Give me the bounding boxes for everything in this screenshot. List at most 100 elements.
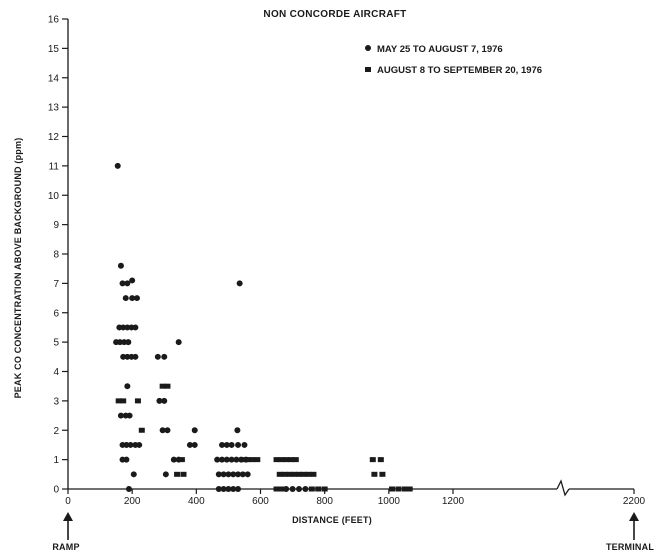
data-point-series-1 <box>130 471 137 478</box>
x-tick-label: 800 <box>316 496 333 507</box>
data-point-series-1 <box>123 456 130 463</box>
data-point-series-1 <box>161 397 168 404</box>
data-point-series-1 <box>225 486 232 492</box>
data-point-series-1 <box>283 486 290 492</box>
y-tick-label: 2 <box>53 426 59 437</box>
y-tick-label: 6 <box>53 308 59 319</box>
data-point-series-1 <box>161 353 168 360</box>
data-point-series-1 <box>164 427 171 434</box>
data-point-series-1 <box>241 441 248 448</box>
y-tick-label: 12 <box>48 132 60 143</box>
data-point-series-1 <box>289 486 296 492</box>
data-point-series-2 <box>120 398 127 404</box>
y-tick-label: 5 <box>53 338 59 349</box>
x-axis-label: DISTANCE (FEET) <box>292 515 372 525</box>
data-point-series-2 <box>283 457 290 463</box>
data-point-series-1 <box>235 486 242 492</box>
data-point-series-1 <box>117 262 124 269</box>
data-point-series-2 <box>406 486 413 492</box>
data-point-series-2 <box>174 471 181 477</box>
data-point-series-2 <box>180 471 187 477</box>
x-tick-label: 1200 <box>442 496 465 507</box>
y-tick-label: 9 <box>53 220 59 231</box>
data-point-series-1 <box>239 471 246 478</box>
data-point-series-1 <box>124 353 131 360</box>
data-point-series-1 <box>296 486 302 492</box>
data-point-series-1 <box>220 486 227 492</box>
data-point-series-1 <box>220 471 227 478</box>
axes <box>67 19 634 497</box>
data-point-series-1 <box>230 486 237 492</box>
data-point-series-1 <box>235 441 242 448</box>
legend: MAY 25 TO AUGUST 7, 1976 AUGUST 8 TO SEP… <box>365 44 542 76</box>
x-tick-label: 400 <box>188 496 205 507</box>
data-point-series-2 <box>308 486 315 492</box>
data-point-series-2 <box>395 486 402 492</box>
data-point-series-1 <box>156 397 163 404</box>
terminal-label: TERMINAL <box>606 542 654 552</box>
data-point-series-1 <box>122 295 129 302</box>
data-point-series-2 <box>292 457 299 463</box>
x-tick-label: 0 <box>65 496 71 507</box>
y-tick-label: 15 <box>48 44 60 55</box>
data-point-series-1 <box>235 471 242 478</box>
data-point-series-2 <box>296 471 302 477</box>
data-point-series-1 <box>125 339 132 346</box>
data-point-series-2 <box>291 471 298 477</box>
data-point-series-1 <box>133 295 140 302</box>
data-point-series-1 <box>117 412 124 419</box>
data-point-series-1 <box>191 427 198 434</box>
x-axis-ticks: 0 200 400 600 800 1000 1200 2200 <box>65 489 646 507</box>
ramp-label: RAMP <box>52 542 79 552</box>
data-point-series-1 <box>124 324 131 331</box>
data-point-series-1 <box>219 456 225 463</box>
data-point-series-1 <box>114 162 121 169</box>
legend-item-series-1: MAY 25 TO AUGUST 7, 1976 <box>365 44 503 55</box>
data-point-series-1 <box>244 471 251 478</box>
terminal-annotation: TERMINAL <box>606 512 654 552</box>
data-point-series-2 <box>310 471 317 477</box>
data-point-series-1 <box>123 441 130 448</box>
legend-item-series-2: AUGUST 8 TO SEPTEMBER 20, 1976 <box>365 65 542 76</box>
y-tick-label: 7 <box>53 279 59 290</box>
data-point-series-1 <box>215 486 222 492</box>
data-point-series-1 <box>124 383 131 390</box>
data-point-series-2 <box>178 457 185 463</box>
data-point-series-2 <box>239 457 246 463</box>
data-point-series-2 <box>300 471 307 477</box>
data-point-series-1 <box>120 353 127 360</box>
data-point-series-1 <box>214 456 221 463</box>
data-point-series-2 <box>278 486 285 492</box>
data-point-series-2 <box>287 457 294 463</box>
y-tick-label: 11 <box>49 161 60 172</box>
x-tick-label: 2200 <box>623 496 646 507</box>
x-tick-label: 1000 <box>378 496 401 507</box>
data-point-series-1 <box>129 277 136 284</box>
data-point-series-2 <box>249 457 256 463</box>
y-tick-label: 8 <box>53 250 59 261</box>
data-point-series-2 <box>401 486 408 492</box>
data-point-series-1 <box>186 441 193 448</box>
data-point-series-1 <box>159 427 166 434</box>
data-point-series-1 <box>228 456 235 463</box>
x-axis-break <box>556 479 570 497</box>
data-point-series-2 <box>305 471 312 477</box>
data-point-series-2 <box>115 398 122 404</box>
data-point-series-2 <box>273 457 280 463</box>
data-point-series-1 <box>129 295 136 302</box>
data-point-series-1 <box>121 339 128 346</box>
data-point-series-2 <box>286 471 293 477</box>
data-point-series-1 <box>175 339 182 346</box>
y-tick-label: 0 <box>53 485 59 496</box>
y-tick-label: 4 <box>53 367 59 378</box>
data-point-series-2 <box>159 383 166 389</box>
data-point-series-1 <box>132 353 139 360</box>
data-point-series-2 <box>134 398 141 404</box>
data-point-series-2 <box>377 457 384 463</box>
data-point-series-2 <box>321 486 328 492</box>
x-tick-label: 600 <box>252 496 269 507</box>
ramp-annotation: RAMP <box>52 512 79 552</box>
legend-marker-square <box>365 67 371 72</box>
legend-label-series-1: MAY 25 TO AUGUST 7, 1976 <box>377 44 503 55</box>
